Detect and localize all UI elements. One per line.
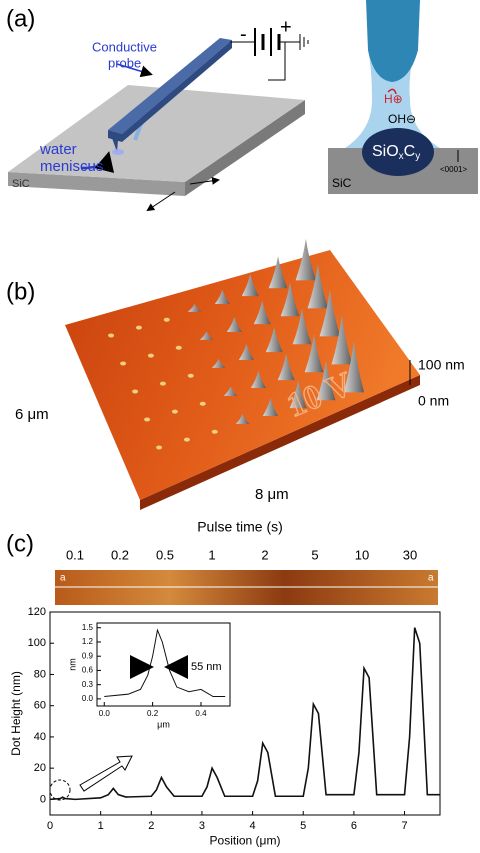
y-tick-label: 1.5 [82,623,94,632]
y-tick-label: 0 [40,793,46,805]
probe-label: Conductive [92,39,157,54]
pulse-time: 2 [261,547,268,562]
strip-mark: a [428,573,434,584]
x-tick-label: 3 [199,820,205,832]
pulse-time: 5 [311,547,318,562]
x-tick-label: 2 [148,820,154,832]
oxide-label: SiOxCy [372,143,420,161]
pulse-time: 0.5 [156,547,174,562]
pulse-time: 10 [355,547,369,562]
dot [160,382,166,386]
afm-strip [55,570,438,605]
size-label: 6 μm [15,406,49,423]
dot [172,410,178,414]
polarity: + [280,16,292,38]
meniscus-label: meniscus [40,158,103,175]
oxide-text: SiO [372,143,399,160]
x-axis-label: μm [157,720,170,730]
dot [176,346,182,350]
y-axis-label: nm [67,658,77,671]
direction-label: <0001> [440,165,467,174]
dot [164,318,170,322]
ion-label: OH⊖ [388,112,416,126]
x-tick-label: 7 [401,820,407,832]
dot [184,438,190,442]
x-tick-label: 0.4 [195,709,207,718]
dot [212,430,218,434]
pulse-time: 0.1 [66,547,84,562]
z-label: 0 nm [418,393,449,409]
dot [188,374,194,378]
x-tick-label: 0 [47,820,53,832]
y-tick-label: 100 [28,637,46,649]
x-tick-label: 4 [250,820,256,832]
y-tick-label: 20 [34,762,46,774]
meniscus-label: water [39,141,77,158]
figure: (a) (b) (c) Conductive probe water menis… [0,0,480,848]
ion-label: H⊕ [384,92,403,106]
dot [200,402,206,406]
x-tick-label: 1 [98,820,104,832]
annotation: 55 nm [191,661,222,673]
afm-3d [65,239,420,510]
oxide-text: C [404,143,416,160]
strip-title: Pulse time (s) [197,519,283,535]
substrate-label: SiC [12,178,30,190]
x-tick-label: 0.2 [147,709,159,718]
y-tick-label: 60 [34,700,46,712]
y-tick-label: 0.6 [82,666,94,675]
polarity: - [240,23,247,45]
dot [148,354,154,358]
schematic [8,28,308,210]
x-tick-label: 5 [300,820,306,832]
x-tick-label: 0.0 [99,709,111,718]
strip-mark: a [60,573,66,584]
pulse-time: 30 [403,547,417,562]
y-tick-label: 120 [28,606,46,618]
dot [136,326,142,330]
dot [156,446,162,450]
y-tick-label: 0.0 [82,694,94,703]
panel-label: (a) [6,5,35,32]
x-axis-label: Position (μm) [210,834,281,848]
probe-label: probe [108,55,141,70]
pulse-time: 0.2 [111,547,129,562]
oxide-sub: y [415,151,420,162]
dot [144,418,150,422]
z-label: 100 nm [418,357,465,373]
y-tick-label: 80 [34,668,46,680]
panel-label: (b) [6,278,35,305]
y-tick-label: 0.3 [82,680,94,689]
dot [132,390,138,394]
size-label: 8 μm [255,486,289,503]
x-tick-label: 6 [351,820,357,832]
dot [120,362,126,366]
panel-label: (c) [6,530,34,557]
y-axis-label: Dot Height (nm) [9,671,23,756]
y-tick-label: 0.9 [82,651,94,660]
substrate-label: SiC [332,176,352,190]
y-tick-label: 40 [34,731,46,743]
pulse-time: 1 [208,547,215,562]
y-tick-label: 1.2 [82,637,94,646]
dot [108,334,114,338]
